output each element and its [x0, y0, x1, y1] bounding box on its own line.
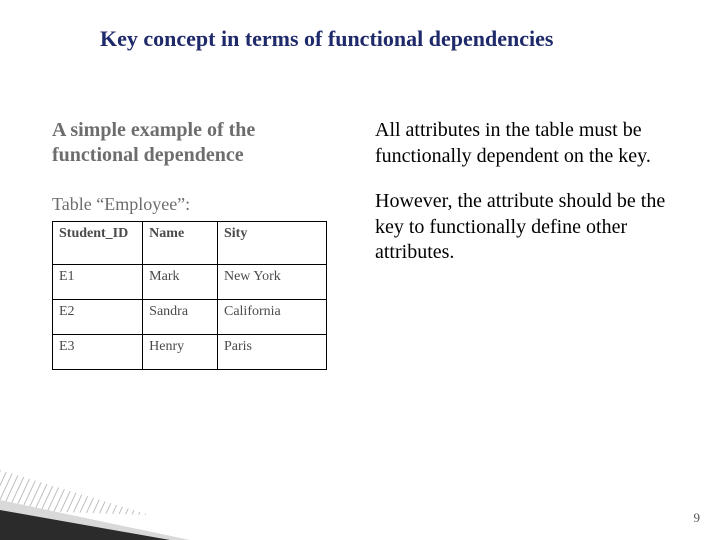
col-student-id: Student_ID	[53, 222, 143, 265]
cell: Henry	[143, 335, 218, 370]
subhead-line1: A simple example of the	[52, 119, 255, 141]
cell: Paris	[217, 335, 326, 370]
table-caption: Table “Employee”:	[52, 194, 342, 215]
table-row: E3 Henry Paris	[53, 335, 327, 370]
cell: New York	[217, 265, 326, 300]
subhead-line2: functional dependence	[52, 144, 244, 166]
slide-title: Key concept in terms of functional depen…	[100, 26, 660, 52]
cell: E3	[53, 335, 143, 370]
cell: Sandra	[143, 300, 218, 335]
cell: California	[217, 300, 326, 335]
example-subheading: A simple example of the functional depen…	[52, 118, 342, 168]
cell: E1	[53, 265, 143, 300]
page-number: 9	[694, 510, 701, 526]
col-sity: Sity	[217, 222, 326, 265]
paragraph-1: All attributes in the table must be func…	[375, 118, 680, 169]
cell: Mark	[143, 265, 218, 300]
right-column: All attributes in the table must be func…	[375, 118, 680, 286]
col-name: Name	[143, 222, 218, 265]
paragraph-2: However, the attribute should be the key…	[375, 189, 680, 266]
table-row: E2 Sandra California	[53, 300, 327, 335]
table-row: E1 Mark New York	[53, 265, 327, 300]
corner-decoration	[0, 470, 200, 540]
slide: Key concept in terms of functional depen…	[0, 0, 720, 540]
table-header-row: Student_ID Name Sity	[53, 222, 327, 265]
left-column: A simple example of the functional depen…	[52, 118, 342, 370]
employee-table: Student_ID Name Sity E1 Mark New York E2…	[52, 221, 327, 370]
cell: E2	[53, 300, 143, 335]
